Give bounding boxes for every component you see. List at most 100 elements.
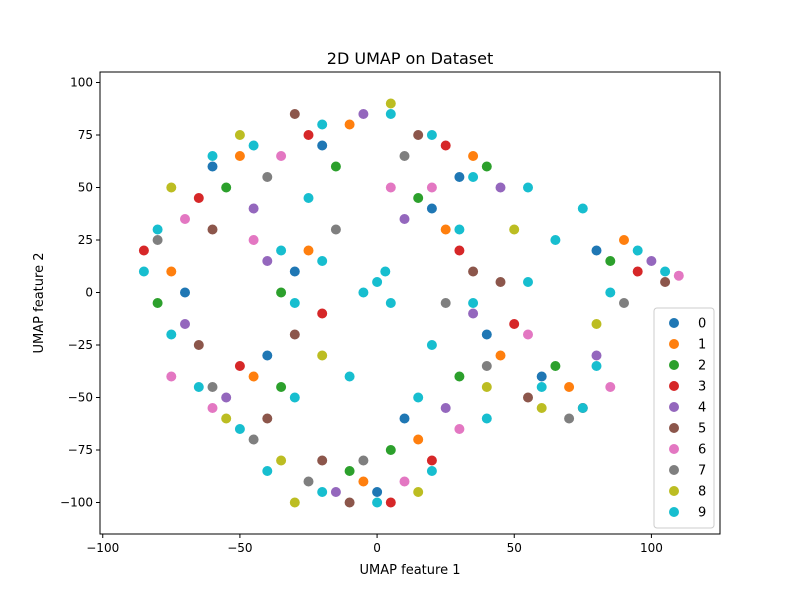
point-class-5 [495, 277, 506, 287]
y-axis-ticks: −100 −75 −50 −25 0 25 50 75 100 [60, 76, 100, 510]
point-class-7 [358, 455, 369, 466]
point-class-5 [660, 277, 671, 287]
legend-marker [669, 486, 679, 496]
point-class-8 [221, 413, 232, 424]
legend-marker [669, 318, 679, 328]
point-class-2 [330, 161, 341, 172]
point-class-0 [372, 487, 383, 497]
point-class-6 [166, 371, 177, 382]
point-class-6 [399, 476, 410, 487]
legend-marker [669, 465, 679, 475]
point-class-3 [385, 497, 396, 508]
chart-title: 2D UMAP on Dataset [327, 49, 493, 68]
point-class-2 [481, 161, 492, 172]
point-class-2 [152, 298, 163, 308]
point-class-9 [317, 119, 328, 130]
point-class-8 [385, 98, 396, 109]
point-class-0 [426, 203, 437, 214]
legend-label: 7 [698, 464, 706, 479]
point-class-8 [413, 487, 424, 497]
point-class-7 [440, 298, 451, 308]
point-class-7 [207, 382, 218, 392]
point-class-9 [577, 203, 588, 214]
point-class-1 [303, 245, 314, 256]
point-class-6 [523, 329, 533, 340]
legend-label: 3 [698, 380, 706, 395]
point-class-9 [289, 392, 300, 403]
y-tick-label: 25 [78, 233, 93, 247]
point-class-3 [632, 266, 643, 277]
point-class-8 [481, 382, 492, 392]
point-class-0 [399, 413, 410, 424]
point-class-0 [481, 329, 492, 340]
point-class-9 [317, 487, 328, 497]
point-class-2 [385, 445, 396, 455]
point-class-5 [262, 413, 273, 424]
legend-box [653, 307, 715, 529]
point-class-7 [330, 224, 341, 235]
point-class-5 [523, 392, 533, 403]
point-class-6 [248, 235, 259, 245]
point-class-8 [289, 497, 300, 508]
point-class-7 [262, 172, 273, 182]
legend-label: 0 [698, 317, 706, 332]
point-class-9 [193, 382, 204, 392]
point-class-0 [180, 287, 190, 298]
scatter-points [138, 98, 684, 508]
point-class-8 [591, 319, 602, 329]
legend-marker [669, 402, 679, 412]
legend-marker [669, 507, 679, 517]
point-class-8 [509, 224, 520, 235]
point-class-1 [248, 371, 259, 382]
point-class-1 [166, 266, 177, 277]
point-class-9 [523, 182, 533, 193]
point-class-6 [276, 151, 287, 161]
point-class-1 [619, 235, 629, 245]
y-tick-label: −100 [60, 496, 93, 510]
point-class-6 [673, 270, 684, 281]
point-class-9 [385, 298, 396, 308]
point-class-0 [317, 140, 328, 151]
legend-label: 1 [698, 338, 706, 353]
legend-marker [669, 444, 679, 454]
point-class-1 [234, 151, 245, 161]
point-class-4 [468, 308, 479, 319]
point-class-4 [646, 256, 657, 266]
point-class-9 [550, 235, 561, 245]
point-class-7 [248, 434, 259, 445]
point-class-1 [440, 224, 451, 235]
point-class-9 [234, 424, 245, 434]
point-class-4 [495, 182, 506, 193]
point-class-9 [536, 382, 547, 392]
point-class-9 [454, 224, 465, 235]
x-tick-label: 50 [507, 541, 522, 555]
point-class-6 [605, 382, 616, 392]
legend-label: 4 [698, 401, 706, 416]
point-class-4 [591, 350, 602, 361]
y-tick-label: −50 [68, 391, 93, 405]
legend-label: 8 [698, 485, 706, 500]
point-class-9 [426, 130, 437, 140]
point-class-7 [619, 298, 629, 308]
point-class-0 [289, 266, 300, 277]
legend-label: 6 [698, 443, 706, 458]
y-tick-label: 0 [85, 286, 93, 300]
point-class-9 [276, 245, 287, 256]
x-tick-label: 0 [373, 541, 381, 555]
point-class-9 [468, 172, 479, 182]
point-class-0 [536, 371, 547, 382]
point-class-9 [426, 340, 437, 350]
legend-label: 2 [698, 359, 706, 374]
point-class-2 [454, 371, 465, 382]
point-class-1 [358, 476, 369, 487]
point-class-3 [303, 130, 314, 140]
point-class-3 [193, 193, 204, 203]
y-tick-label: 100 [70, 76, 93, 90]
point-class-9 [605, 287, 616, 298]
x-tick-label: −50 [227, 541, 252, 555]
point-class-5 [413, 130, 424, 140]
point-class-3 [426, 455, 437, 466]
legend-label: 5 [698, 422, 706, 437]
point-class-6 [180, 214, 190, 224]
point-class-3 [440, 140, 451, 151]
